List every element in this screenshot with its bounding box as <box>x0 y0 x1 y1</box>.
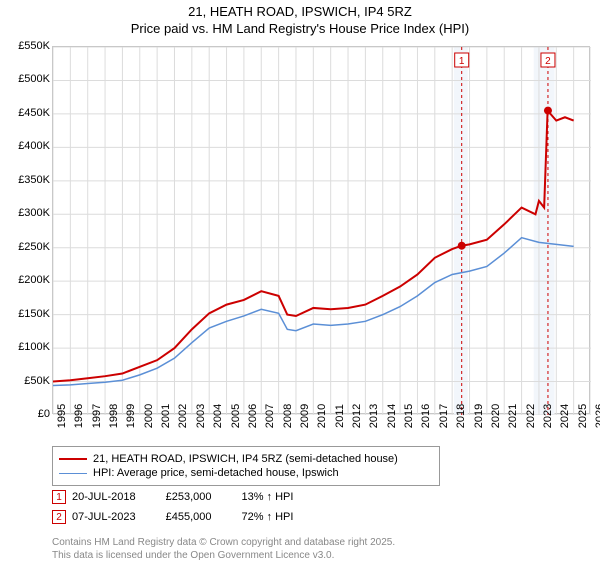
x-tick-label: 2024 <box>559 404 571 428</box>
y-tick-label: £50K <box>2 375 50 387</box>
chart-title-address: 21, HEATH ROAD, IPSWICH, IP4 5RZ <box>0 4 600 19</box>
x-tick-label: 1995 <box>56 404 68 428</box>
y-tick-label: £300K <box>2 207 50 219</box>
sale-row: 2 07-JUL-2023 £455,000 72% ↑ HPI <box>52 510 293 524</box>
legend-swatch <box>59 473 87 474</box>
x-tick-label: 2002 <box>177 404 189 428</box>
x-tick-label: 2016 <box>420 404 432 428</box>
sale-date: 20-JUL-2018 <box>72 491 136 503</box>
x-tick-label: 2000 <box>143 404 155 428</box>
svg-text:2: 2 <box>545 56 551 67</box>
y-tick-label: £100K <box>2 341 50 353</box>
footer-line: Contains HM Land Registry data © Crown c… <box>52 537 395 550</box>
x-tick-label: 2015 <box>403 404 415 428</box>
plot-area: 12 <box>52 46 590 414</box>
x-tick-label: 2023 <box>542 404 554 428</box>
sale-date: 07-JUL-2023 <box>72 511 136 523</box>
legend-label: 21, HEATH ROAD, IPSWICH, IP4 5RZ (semi-d… <box>93 453 398 465</box>
x-tick-label: 2001 <box>160 404 172 428</box>
y-tick-label: £450K <box>2 107 50 119</box>
x-tick-label: 2010 <box>316 404 328 428</box>
legend-swatch <box>59 458 87 460</box>
y-tick-label: £350K <box>2 174 50 186</box>
x-tick-label: 2012 <box>351 404 363 428</box>
legend-label: HPI: Average price, semi-detached house,… <box>93 467 339 479</box>
legend: 21, HEATH ROAD, IPSWICH, IP4 5RZ (semi-d… <box>52 446 440 486</box>
x-tick-label: 2009 <box>299 404 311 428</box>
svg-text:1: 1 <box>459 56 465 67</box>
x-tick-label: 2007 <box>264 404 276 428</box>
sale-marker-icon: 2 <box>52 510 66 524</box>
x-tick-label: 2003 <box>195 404 207 428</box>
x-tick-label: 1997 <box>91 404 103 428</box>
x-tick-label: 2026 <box>594 404 600 428</box>
x-tick-label: 2017 <box>438 404 450 428</box>
footer: Contains HM Land Registry data © Crown c… <box>52 537 395 562</box>
y-tick-label: £500K <box>2 73 50 85</box>
y-tick-label: £250K <box>2 241 50 253</box>
x-tick-label: 2018 <box>455 404 467 428</box>
y-tick-label: £550K <box>2 40 50 52</box>
y-tick-label: £400K <box>2 140 50 152</box>
x-tick-label: 2021 <box>507 404 519 428</box>
x-tick-label: 2014 <box>386 404 398 428</box>
sale-delta: 72% ↑ HPI <box>241 511 293 523</box>
x-tick-label: 1996 <box>73 404 85 428</box>
sale-marker-icon: 1 <box>52 490 66 504</box>
y-tick-label: £200K <box>2 274 50 286</box>
y-tick-label: £0 <box>2 408 50 420</box>
chart-title-subtitle: Price paid vs. HM Land Registry's House … <box>0 21 600 36</box>
y-tick-label: £150K <box>2 308 50 320</box>
chart-svg: 12 <box>53 47 591 415</box>
x-tick-label: 2020 <box>490 404 502 428</box>
x-tick-label: 2005 <box>230 404 242 428</box>
x-tick-label: 1998 <box>108 404 120 428</box>
legend-item: HPI: Average price, semi-detached house,… <box>59 467 433 479</box>
x-tick-label: 2022 <box>525 404 537 428</box>
x-tick-label: 2006 <box>247 404 259 428</box>
x-tick-label: 2008 <box>282 404 294 428</box>
sale-delta: 13% ↑ HPI <box>241 491 293 503</box>
x-tick-label: 2019 <box>473 404 485 428</box>
x-tick-label: 2004 <box>212 404 224 428</box>
chart-container: 21, HEATH ROAD, IPSWICH, IP4 5RZ Price p… <box>0 4 600 564</box>
x-tick-label: 2011 <box>334 404 346 428</box>
x-tick-label: 1999 <box>125 404 137 428</box>
x-tick-label: 2013 <box>368 404 380 428</box>
legend-item: 21, HEATH ROAD, IPSWICH, IP4 5RZ (semi-d… <box>59 453 433 465</box>
x-tick-label: 2025 <box>577 404 589 428</box>
footer-line: This data is licensed under the Open Gov… <box>52 550 395 563</box>
sale-row: 1 20-JUL-2018 £253,000 13% ↑ HPI <box>52 490 293 504</box>
sale-price: £455,000 <box>166 511 212 523</box>
sale-price: £253,000 <box>166 491 212 503</box>
